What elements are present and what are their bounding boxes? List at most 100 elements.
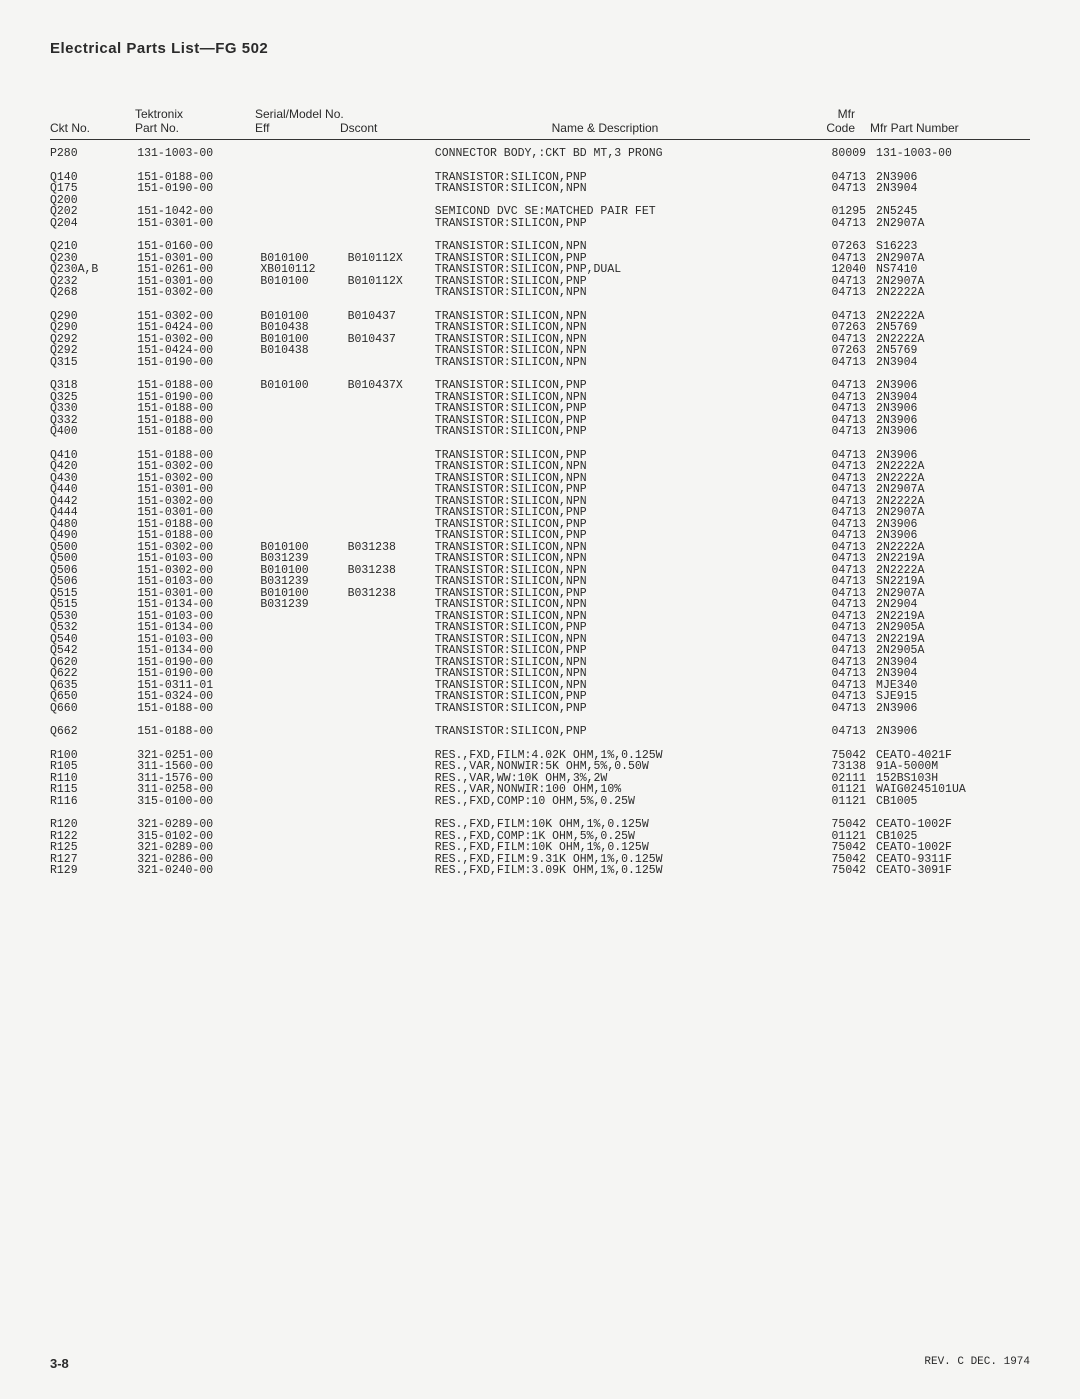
cell-eff (260, 831, 347, 843)
cell-eff: B031239 (260, 576, 347, 588)
cell-ckt: Q204 (50, 218, 137, 230)
cell-code: 04713 (804, 553, 876, 565)
cell-dscont: B010112X (348, 276, 435, 288)
cell-part: 151-0324-00 (137, 691, 260, 703)
cell-dscont (348, 784, 435, 796)
cell-dscont (348, 148, 435, 160)
table-row: Q506151-0103-00B031239TRANSISTOR:SILICON… (50, 576, 1030, 588)
cell-part: 311-1560-00 (137, 761, 260, 773)
cell-desc: TRANSISTOR:SILICON,NPN (435, 576, 804, 588)
table-row: Q542151-0134-00TRANSISTOR:SILICON,PNP047… (50, 645, 1030, 657)
cell-desc: TRANSISTOR:SILICON,NPN (435, 322, 804, 334)
table-row: Q210151-0160-00TRANSISTOR:SILICON,NPN072… (50, 241, 1030, 253)
cell-code: 04713 (804, 703, 876, 715)
cell-desc: TRANSISTOR:SILICON,PNP (435, 691, 804, 703)
cell-part: 151-0261-00 (137, 264, 260, 276)
cell-dscont (348, 831, 435, 843)
header-rule (50, 139, 1030, 140)
cell-dscont: B031238 (348, 542, 435, 554)
cell-ckt: R125 (50, 842, 137, 854)
cell-eff (260, 865, 347, 877)
cell-part: 151-0160-00 (137, 241, 260, 253)
cell-desc: TRANSISTOR:SILICON,NPN (435, 241, 804, 253)
cell-code: 04713 (804, 645, 876, 657)
cell-part: 151-0188-00 (137, 380, 260, 392)
cell-mfr: NS7410 (876, 264, 1030, 276)
header-desc: Name & Description (425, 121, 785, 135)
cell-part: 321-0289-00 (137, 842, 260, 854)
cell-dscont (348, 403, 435, 415)
cell-code: 01121 (804, 784, 876, 796)
cell-eff (260, 392, 347, 404)
cell-ckt: Q500 (50, 553, 137, 565)
cell-mfr: 2N2222A (876, 461, 1030, 473)
table-row: R120321-0289-00RES.,FXD,FILM:10K OHM,1%,… (50, 819, 1030, 831)
cell-eff (260, 668, 347, 680)
table-row: R116315-0100-00RES.,FXD,COMP:10 OHM,5%,0… (50, 796, 1030, 808)
cell-eff (260, 148, 347, 160)
cell-mfr: SN2219A (876, 576, 1030, 588)
cell-part: 321-0289-00 (137, 819, 260, 831)
cell-eff (260, 819, 347, 831)
cell-eff (260, 484, 347, 496)
cell-code: 04713 (804, 622, 876, 634)
table-row: Q650151-0324-00TRANSISTOR:SILICON,PNP047… (50, 691, 1030, 703)
cell-ckt: Q622 (50, 668, 137, 680)
cell-desc: TRANSISTOR:SILICON,NPN (435, 287, 804, 299)
cell-eff (260, 450, 347, 462)
table-row: Q420151-0302-00TRANSISTOR:SILICON,NPN047… (50, 461, 1030, 473)
cell-part: 151-0188-00 (137, 403, 260, 415)
cell-eff (260, 784, 347, 796)
cell-desc: TRANSISTOR:SILICON,NPN (435, 599, 804, 611)
table-row: R115311-0258-00RES.,VAR,NONWIR:100 OHM,1… (50, 784, 1030, 796)
cell-eff: B031239 (260, 553, 347, 565)
cell-ckt: Q650 (50, 691, 137, 703)
header-eff: Eff (255, 121, 340, 135)
cell-eff (260, 195, 347, 207)
cell-part: 151-0301-00 (137, 218, 260, 230)
cell-code: 04713 (804, 599, 876, 611)
cell-dscont (348, 854, 435, 866)
cell-ckt: Q330 (50, 403, 137, 415)
cell-ckt: Q662 (50, 726, 137, 738)
cell-code: 04713 (804, 426, 876, 438)
table-row: Q290151-0424-00B010438TRANSISTOR:SILICON… (50, 322, 1030, 334)
cell-dscont (348, 691, 435, 703)
cell-part: 151-0424-00 (137, 345, 260, 357)
cell-code: 04713 (804, 530, 876, 542)
cell-mfr: 2N3904 (876, 668, 1030, 680)
cell-part: 151-0134-00 (137, 622, 260, 634)
cell-mfr: 2N5245 (876, 206, 1030, 218)
table-row: Q230A,B151-0261-00XB010112TRANSISTOR:SIL… (50, 264, 1030, 276)
table-row: R105311-1560-00RES.,VAR,NONWIR:5K OHM,5%… (50, 761, 1030, 773)
header-tektronix: Tektronix (135, 107, 255, 121)
cell-mfr: 2N2222A (876, 287, 1030, 299)
cell-ckt: Q290 (50, 322, 137, 334)
cell-desc: TRANSISTOR:SILICON,NPN (435, 461, 804, 473)
cell-mfr: 2N3906 (876, 403, 1030, 415)
cell-dscont (348, 484, 435, 496)
cell-code: 04713 (804, 726, 876, 738)
cell-eff (260, 287, 347, 299)
cell-dscont: B031238 (348, 588, 435, 600)
cell-desc: TRANSISTOR:SILICON,NPN (435, 357, 804, 369)
cell-dscont (348, 726, 435, 738)
cell-dscont: B010437X (348, 380, 435, 392)
cell-part: 151-0190-00 (137, 357, 260, 369)
table-row: Q490151-0188-00TRANSISTOR:SILICON,PNP047… (50, 530, 1030, 542)
header-serial: Serial/Model No. (255, 107, 425, 121)
cell-part: 151-0301-00 (137, 507, 260, 519)
cell-eff (260, 241, 347, 253)
cell-eff: B010438 (260, 322, 347, 334)
cell-code: 73138 (804, 761, 876, 773)
cell-eff: B031239 (260, 599, 347, 611)
cell-ckt: R120 (50, 819, 137, 831)
cell-ckt: R116 (50, 796, 137, 808)
cell-dscont: B010112X (348, 253, 435, 265)
cell-eff (260, 703, 347, 715)
table-row: Q515151-0134-00B031239TRANSISTOR:SILICON… (50, 599, 1030, 611)
cell-part: 321-0240-00 (137, 865, 260, 877)
table-row: Q330151-0188-00TRANSISTOR:SILICON,PNP047… (50, 403, 1030, 415)
cell-part: 151-0302-00 (137, 287, 260, 299)
cell-part: 151-0134-00 (137, 645, 260, 657)
